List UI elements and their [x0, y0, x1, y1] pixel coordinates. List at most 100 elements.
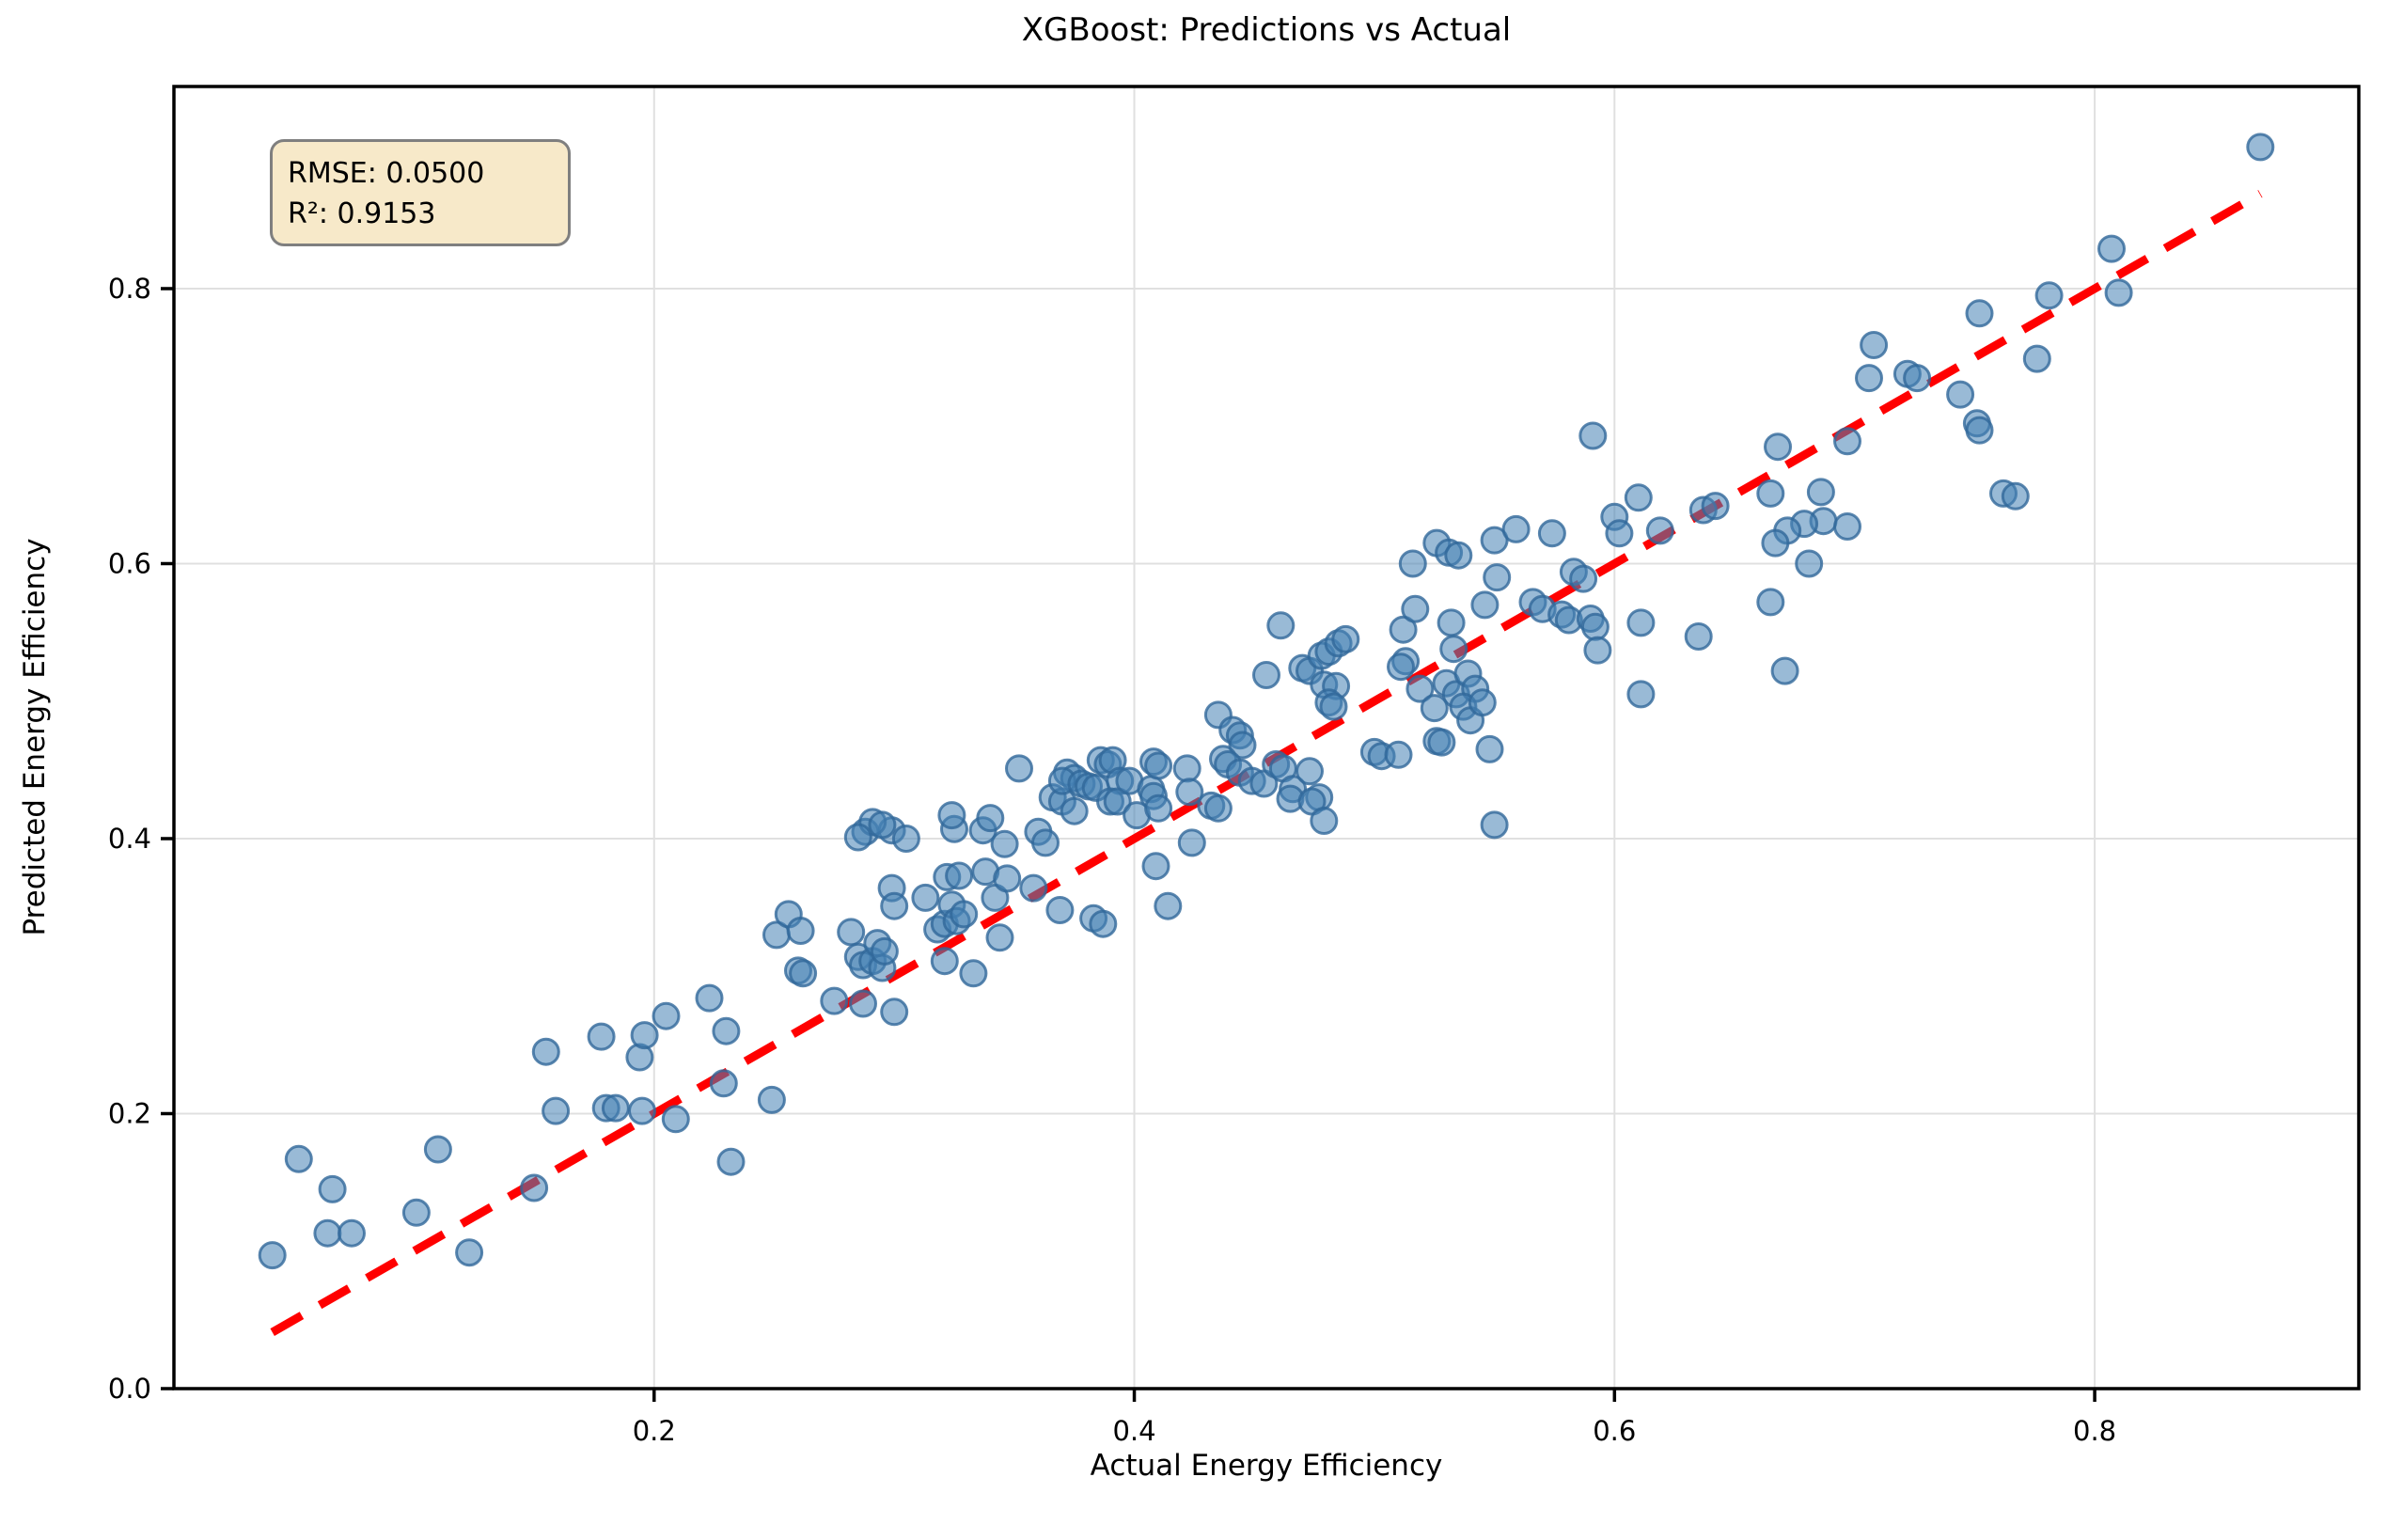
- scatter-point: [930, 947, 959, 976]
- scatter-point: [258, 1241, 287, 1270]
- scatter-point: [338, 1218, 366, 1248]
- scatter-point: [1965, 299, 1994, 328]
- y-tick-label: 0.0: [108, 1373, 151, 1405]
- scatter-point: [950, 900, 979, 929]
- scatter-point: [1228, 731, 1257, 760]
- scatter-point: [1389, 615, 1418, 644]
- scatter-point: [1903, 364, 1932, 393]
- scatter-point: [1578, 421, 1608, 450]
- scatter-point: [880, 891, 909, 920]
- scatter-point: [2246, 133, 2275, 162]
- scatter-point: [1401, 594, 1430, 623]
- y-axis-label: Predicted Energy Efficiency: [18, 538, 52, 936]
- scatter-point: [520, 1173, 549, 1202]
- scatter-point: [1580, 612, 1610, 641]
- scatter-point: [1296, 757, 1324, 786]
- scatter-point: [880, 998, 909, 1027]
- scatter-point: [1645, 516, 1674, 545]
- scatter-point: [1626, 680, 1656, 709]
- scatter-point: [709, 1069, 738, 1098]
- scatter-point: [1406, 674, 1435, 703]
- scatter-point: [1177, 828, 1206, 857]
- scatter-point: [911, 883, 940, 912]
- scatter-point: [2001, 481, 2030, 511]
- scatter-point: [789, 959, 818, 988]
- scatter-point: [1833, 512, 1861, 541]
- scatter-point: [1089, 909, 1118, 938]
- x-tick-label: 0.8: [2073, 1415, 2116, 1447]
- stats-annotation-box: RMSE: 0.0500 R²: 0.9153: [270, 139, 571, 246]
- scatter-point: [937, 801, 966, 830]
- scatter-point: [695, 983, 724, 1013]
- scatter-point: [1684, 622, 1713, 651]
- scatter-point: [2022, 344, 2051, 373]
- scatter-point: [1795, 549, 1824, 578]
- scatter-point: [1605, 519, 1634, 548]
- scatter-point: [1483, 563, 1512, 592]
- scatter-point: [1103, 787, 1132, 816]
- scatter-point: [716, 1147, 746, 1176]
- scatter-point: [401, 1198, 431, 1227]
- scatter-point: [1860, 331, 1889, 359]
- scatter-point: [1266, 611, 1296, 640]
- scatter-point: [1144, 794, 1173, 823]
- scatter-point: [870, 936, 899, 966]
- scatter-point: [1387, 652, 1415, 682]
- scatter-point: [945, 861, 974, 890]
- y-tick-label: 0.4: [108, 823, 151, 855]
- scatter-point: [1468, 688, 1497, 717]
- scatter-point: [423, 1135, 452, 1164]
- scatter-point: [1203, 794, 1233, 823]
- scatter-point: [1154, 891, 1183, 920]
- scatter-point: [1172, 754, 1201, 783]
- scatter-point: [587, 1022, 616, 1051]
- scatter-point: [1005, 754, 1033, 783]
- scatter-point: [1475, 734, 1504, 763]
- scatter-point: [990, 829, 1019, 858]
- scatter-point: [1045, 896, 1075, 924]
- scatter-point: [1444, 541, 1473, 570]
- rmse-value: RMSE: 0.0500: [288, 157, 485, 190]
- scatter-point: [849, 989, 877, 1018]
- scatter-point: [1141, 852, 1170, 881]
- scatter-point: [284, 1144, 313, 1173]
- scatter-point: [1437, 608, 1466, 637]
- plot-frame: [172, 85, 2361, 1391]
- scatter-point: [630, 1021, 659, 1050]
- scatter-point: [1384, 740, 1413, 769]
- scatter-point: [1175, 778, 1204, 807]
- scatter-point: [1965, 416, 1994, 445]
- scatter-point: [1480, 526, 1509, 555]
- scatter-point: [1756, 479, 1785, 508]
- scatter-point: [1252, 661, 1280, 689]
- scatter-point: [1583, 636, 1612, 665]
- scatter-point: [820, 986, 849, 1015]
- scatter-point: [1501, 514, 1531, 543]
- x-tick-label: 0.2: [633, 1415, 676, 1447]
- scatter-point: [531, 1037, 560, 1066]
- scatter-point: [1480, 810, 1509, 840]
- scatter-point: [837, 918, 866, 947]
- scatter-point: [1833, 427, 1861, 456]
- scatter-point: [1319, 692, 1348, 721]
- x-axis-label: Actual Energy Efficiency: [1090, 1449, 1443, 1483]
- scatter-point: [652, 1001, 681, 1030]
- scatter-point: [712, 1016, 741, 1045]
- scatter-point: [542, 1096, 571, 1125]
- scatter-point: [1310, 807, 1339, 835]
- scatter-point: [786, 917, 815, 945]
- scatter-point: [843, 823, 872, 852]
- scatter-point: [2097, 234, 2126, 263]
- scatter-point: [1439, 635, 1468, 664]
- scatter-point: [455, 1238, 484, 1267]
- scatter-point: [1946, 380, 1975, 409]
- scatter-point: [959, 959, 988, 988]
- scatter-point: [1019, 873, 1048, 903]
- scatter-point: [2034, 281, 2064, 310]
- scatter-point: [1756, 588, 1785, 617]
- r2-value: R²: 0.9153: [288, 197, 436, 230]
- x-tick-label: 0.4: [1112, 1415, 1155, 1447]
- scatter-point: [868, 810, 897, 840]
